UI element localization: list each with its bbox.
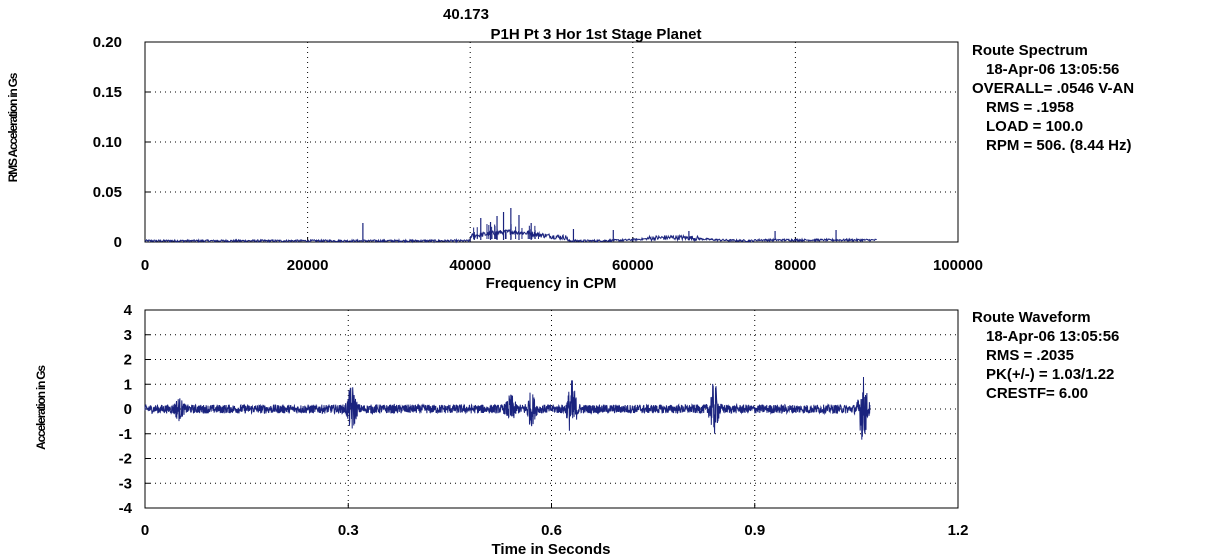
- waveform-info-rms: RMS = .2035: [986, 347, 1074, 364]
- waveform-x-tick-label: 0.3: [338, 522, 359, 539]
- waveform-x-tick-label: 0: [141, 522, 149, 539]
- spectrum-plot: 0 0.05 0.10 0.15 0.20 0 20000 40000 60000 80000 1…: [6, 34, 983, 292]
- waveform-plot: 4 3 2 1 0 -1 -2 -3 -4 0 0.3 0.6 0.9 1.2 Time in Seco…: [34, 302, 968, 558]
- waveform-info-crest: CRESTF= 6.00: [986, 385, 1088, 402]
- spectrum-info-rms: RMS = .1958: [986, 99, 1074, 116]
- waveform-y-tick-label: 2: [124, 352, 132, 369]
- waveform-y-tick-label: 0: [124, 401, 132, 418]
- spectrum-x-tick-label: 20000: [287, 257, 329, 274]
- waveform-trace: [144, 376, 871, 440]
- spectrum-x-tick-label: 80000: [775, 257, 817, 274]
- spectrum-frame: [144, 41, 959, 243]
- spectrum-y-axis-label: RMS Acceleration in Gs: [6, 72, 20, 182]
- spectrum-x-tick-label: 100000: [933, 257, 983, 274]
- spectrum-y-tick-label: 0.15: [93, 84, 122, 101]
- spectrum-peaks: [362, 208, 837, 240]
- spectrum-y-tick-label: 0: [114, 234, 122, 251]
- waveform-y-tick-labels: 4 3 2 1 0 -1 -2 -3 -4: [119, 302, 150, 517]
- spectrum-x-tick-label: 60000: [612, 257, 654, 274]
- waveform-y-tick-label: -2: [119, 451, 132, 468]
- spectrum-info-date: 18-Apr-06 13:05:56: [986, 61, 1119, 78]
- spectrum-x-tick-label: 40000: [449, 257, 491, 274]
- waveform-x-tick-label: 0.6: [541, 522, 562, 539]
- spectrum-info-load: LOAD = 100.0: [986, 118, 1083, 135]
- waveform-info-peak: PK(+/-) = 1.03/1.22: [986, 366, 1114, 383]
- waveform-info-panel: Route Waveform 18-Apr-06 13:05:56 RMS = …: [972, 309, 1119, 402]
- waveform-y-tick-label: 1: [124, 376, 132, 393]
- waveform-x-axis-label: Time in Seconds: [492, 541, 611, 558]
- chart-title: P1H Pt 3 Hor 1st Stage Planet: [491, 26, 702, 43]
- spectrum-x-tick-labels: 0 20000 40000 60000 80000 100000: [141, 237, 983, 274]
- waveform-y-axis-label: Acceleration in Gs: [34, 365, 48, 450]
- waveform-x-tick-label: 1.2: [948, 522, 969, 539]
- waveform-y-tick-label: -3: [119, 475, 132, 492]
- spectrum-y-tick-label: 0.05: [93, 184, 122, 201]
- waveform-y-tick-label: 4: [124, 302, 133, 319]
- waveform-y-tick-label: -4: [119, 500, 133, 517]
- waveform-y-tick-label: -1: [119, 426, 132, 443]
- waveform-x-tick-labels: 0 0.3 0.6 0.9 1.2: [141, 503, 969, 539]
- spectrum-info-rpm: RPM = 506. (8.44 Hz): [986, 137, 1131, 154]
- waveform-info-date: 18-Apr-06 13:05:56: [986, 328, 1119, 345]
- spectrum-grid: [145, 42, 958, 242]
- waveform-y-tick-label: 3: [124, 327, 132, 344]
- spectrum-y-tick-label: 0.20: [93, 34, 122, 51]
- spectrum-x-axis-label: Frequency in CPM: [486, 275, 617, 292]
- spectrum-y-tick-label: 0.10: [93, 134, 122, 151]
- spectrum-info-title: Route Spectrum: [972, 42, 1088, 59]
- waveform-x-tick-label: 0.9: [744, 522, 765, 539]
- spectrum-info-panel: Route Spectrum 18-Apr-06 13:05:56 OVERAL…: [972, 42, 1134, 154]
- waveform-info-title: Route Waveform: [972, 309, 1091, 326]
- spectrum-info-overall: OVERALL= .0546 V-AN: [972, 80, 1134, 97]
- header-number: 40.173: [443, 6, 489, 23]
- spectrum-y-tick-labels: 0 0.05 0.10 0.15 0.20: [93, 34, 150, 251]
- spectrum-x-tick-label: 0: [141, 257, 149, 274]
